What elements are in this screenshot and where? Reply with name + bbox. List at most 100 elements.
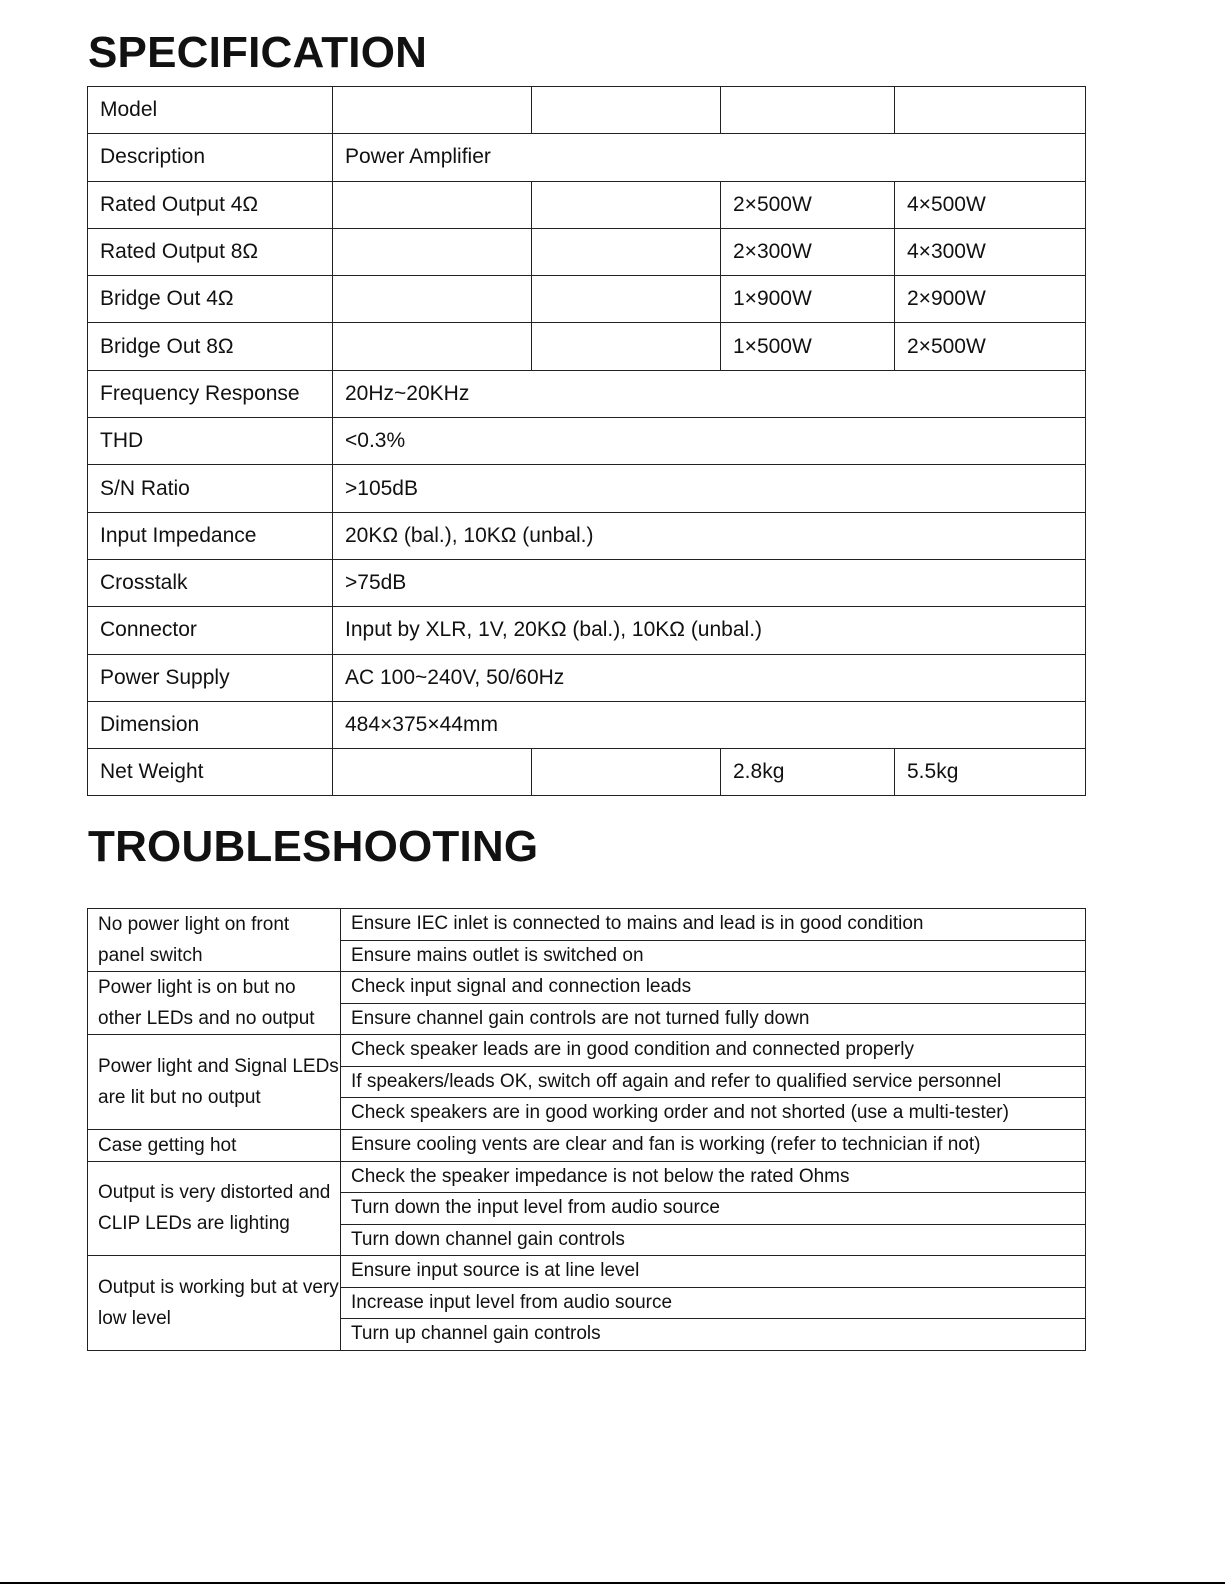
spec-value — [332, 748, 532, 797]
spec-value: >105dB — [332, 464, 1086, 513]
solution-cell: Ensure IEC inlet is connected to mains a… — [340, 908, 1086, 941]
spec-value — [531, 227, 721, 277]
problem-cell: Case getting hot — [87, 1128, 341, 1162]
solution-cell: Ensure channel gain controls are not tur… — [340, 1002, 1086, 1035]
spec-value: 4×500W — [894, 180, 1086, 229]
solution-cell: Check speakers are in good working order… — [340, 1097, 1086, 1130]
solution-cell: Check input signal and connection leads — [340, 971, 1086, 1004]
solution-cell: Turn down channel gain controls — [340, 1223, 1086, 1256]
spec-label: Description — [87, 133, 333, 182]
problem-cell: Output is very distorted and CLIP LEDs a… — [87, 1160, 341, 1256]
specification-heading: SPECIFICATION — [88, 28, 428, 77]
specification-table: Model Description Power Amplifier Rated Out… — [87, 85, 1086, 797]
spec-label: Power Supply — [87, 653, 333, 702]
spec-value: Input by XLR, 1V, 20KΩ (bal.), 10KΩ (unb… — [332, 606, 1086, 655]
spec-value: 5.5kg — [894, 748, 1086, 797]
spec-value: 2.8kg — [720, 748, 895, 797]
spec-value: 2×300W — [720, 227, 895, 277]
spec-row: Bridge Out 4Ω 1×900W 2×900W — [87, 275, 1086, 324]
spec-label: THD — [87, 417, 333, 466]
spec-value — [720, 85, 895, 135]
solution-cell: Ensure input source is at line level — [340, 1255, 1086, 1288]
spec-label: Rated Output 4Ω — [87, 180, 333, 229]
spec-row: Description Power Amplifier — [87, 133, 1086, 182]
spec-value: AC 100~240V, 50/60Hz — [332, 653, 1086, 702]
troubleshooting-row: Power light is on but no other LEDs and … — [87, 971, 1086, 1035]
troubleshooting-row: No power light on front panel switch Ensu… — [87, 908, 1086, 972]
spec-value: 2×500W — [894, 322, 1086, 371]
troubleshooting-row: Turn up channel gain controls — [88, 1318, 1086, 1351]
solution-cell: Ensure mains outlet is switched on — [340, 939, 1086, 972]
troubleshooting-row: Increase input level from audio source — [88, 1286, 1086, 1319]
spec-value — [531, 180, 721, 229]
spec-value: 1×500W — [720, 322, 895, 371]
spec-value: Power Amplifier — [332, 133, 1086, 182]
troubleshooting-row: Turn down the input level from audio sou… — [88, 1192, 1086, 1225]
spec-label: Dimension — [87, 700, 333, 750]
spec-value — [531, 85, 721, 135]
solution-cell: Turn down the input level from audio sou… — [340, 1192, 1086, 1225]
troubleshooting-row: Turn down channel gain controls — [88, 1223, 1086, 1256]
spec-row: Input Impedance 20KΩ (bal.), 10KΩ (unbal.… — [87, 511, 1086, 560]
spec-label: Input Impedance — [87, 511, 333, 560]
spec-value — [332, 322, 532, 371]
spec-value: 20Hz~20KHz — [332, 369, 1086, 419]
spec-value: 2×500W — [720, 180, 895, 229]
spec-label: Bridge Out 8Ω — [87, 322, 333, 371]
spec-row: Crosstalk >75dB — [87, 558, 1086, 608]
spec-value — [332, 85, 532, 135]
problem-cell: No power light on front panel switch — [87, 908, 341, 972]
solution-cell: Turn up channel gain controls — [340, 1318, 1086, 1351]
solution-cell: Ensure cooling vents are clear and fan i… — [340, 1128, 1086, 1162]
solution-cell: Check the speaker impedance is not below… — [340, 1160, 1086, 1193]
spec-value — [531, 275, 721, 324]
solution-cell: Increase input level from audio source — [340, 1286, 1086, 1319]
troubleshooting-row: Power light and Signal LEDs are lit but … — [87, 1034, 1086, 1130]
troubleshooting-row: Ensure channel gain controls are not tur… — [88, 1002, 1086, 1035]
spec-label: Connector — [87, 606, 333, 655]
spec-label: Bridge Out 4Ω — [87, 275, 333, 324]
spec-value: 20KΩ (bal.), 10KΩ (unbal.) — [332, 511, 1086, 560]
troubleshooting-row: Output is very distorted and CLIP LEDs a… — [87, 1160, 1086, 1256]
spec-row: Bridge Out 8Ω 1×500W 2×500W — [87, 322, 1086, 371]
problem-cell: Output is working but at very low level — [87, 1255, 341, 1351]
spec-row: Net Weight 2.8kg 5.5kg — [87, 748, 1086, 797]
spec-row: Power Supply AC 100~240V, 50/60Hz — [87, 653, 1086, 702]
troubleshooting-row: Ensure mains outlet is switched on — [88, 939, 1086, 972]
spec-value: 484×375×44mm — [332, 700, 1086, 750]
page-bottom-rule — [0, 1582, 1225, 1584]
spec-label: Net Weight — [87, 748, 333, 797]
troubleshooting-heading: TROUBLESHOOTING — [88, 822, 539, 871]
spec-value: 1×900W — [720, 275, 895, 324]
spec-value — [332, 180, 532, 229]
spec-value — [531, 322, 721, 371]
spec-label: Model — [87, 85, 333, 135]
solution-cell: If speakers/leads OK, switch off again a… — [340, 1065, 1086, 1098]
spec-row: Dimension 484×375×44mm — [87, 700, 1086, 750]
spec-value — [332, 275, 532, 324]
spec-label: Crosstalk — [87, 558, 333, 608]
troubleshooting-row: Check speakers are in good working order… — [88, 1097, 1086, 1130]
spec-label: S/N Ratio — [87, 464, 333, 513]
troubleshooting-row: Case getting hot Ensure cooling vents are… — [87, 1128, 1086, 1162]
spec-row: Rated Output 4Ω 2×500W 4×500W — [87, 180, 1086, 229]
spec-label: Rated Output 8Ω — [87, 227, 333, 277]
spec-label: Frequency Response — [87, 369, 333, 419]
spec-row: Model — [87, 85, 1086, 135]
troubleshooting-table: No power light on front panel switch Ensu… — [87, 908, 1086, 1351]
spec-row: THD <0.3% — [87, 417, 1086, 466]
solution-cell: Check speaker leads are in good conditio… — [340, 1034, 1086, 1067]
problem-cell: Power light and Signal LEDs are lit but … — [87, 1034, 341, 1130]
spec-row: Frequency Response 20Hz~20KHz — [87, 369, 1086, 419]
spec-row: Rated Output 8Ω 2×300W 4×300W — [87, 227, 1086, 277]
spec-value — [332, 227, 532, 277]
problem-cell: Power light is on but no other LEDs and … — [87, 971, 341, 1035]
spec-row: Connector Input by XLR, 1V, 20KΩ (bal.), … — [87, 606, 1086, 655]
spec-value: 2×900W — [894, 275, 1086, 324]
spec-value: <0.3% — [332, 417, 1086, 466]
spec-value: >75dB — [332, 558, 1086, 608]
troubleshooting-row: Output is working but at very low level E… — [87, 1255, 1086, 1351]
spec-row: S/N Ratio >105dB — [87, 464, 1086, 513]
spec-value — [894, 85, 1086, 135]
spec-value — [531, 748, 721, 797]
